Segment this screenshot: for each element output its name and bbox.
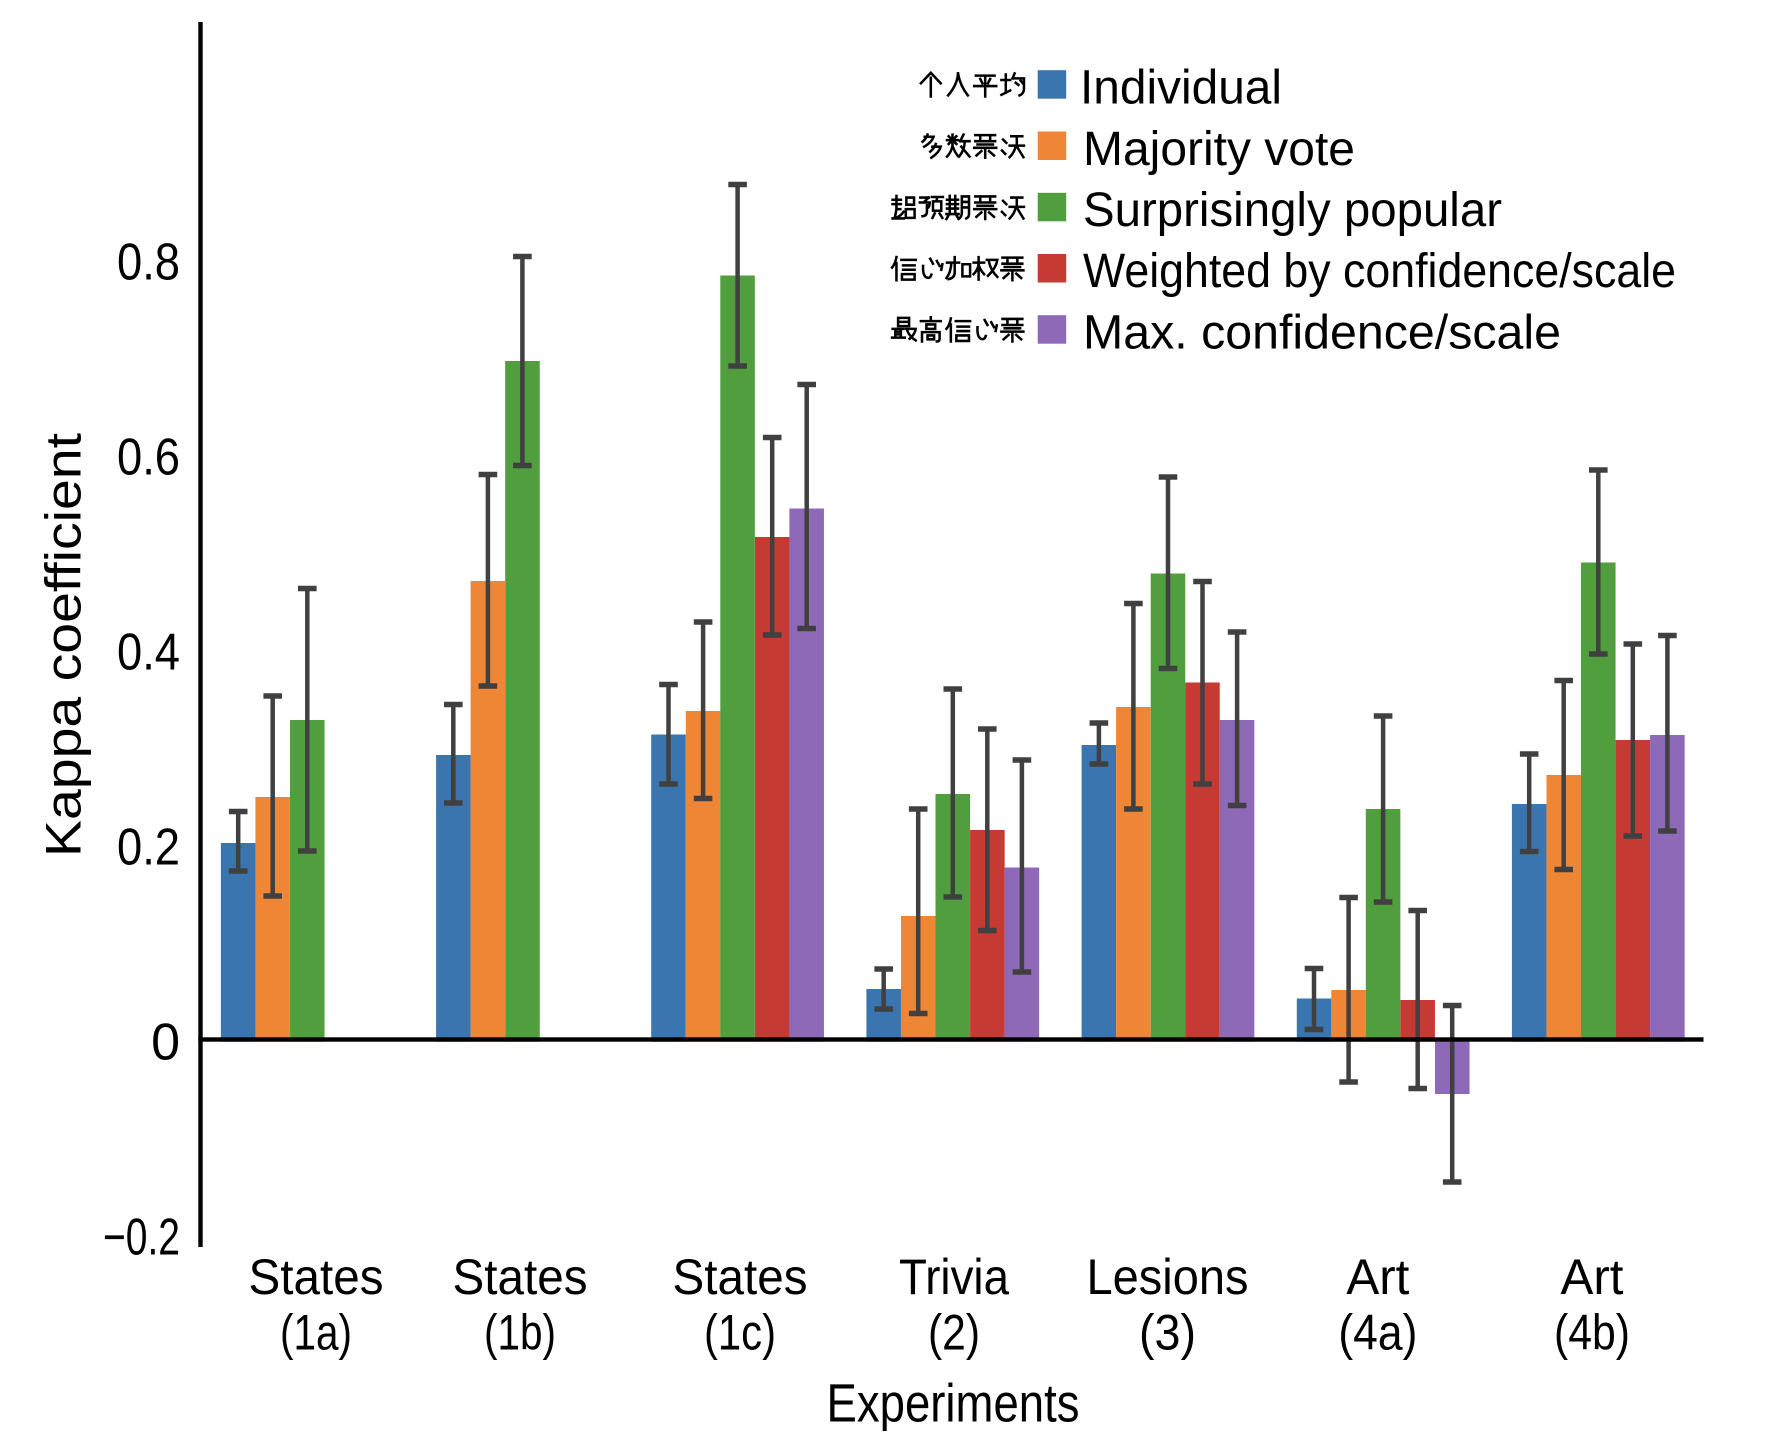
svg-text:−0.2: −0.2 <box>103 1209 180 1267</box>
svg-text:Experiments: Experiments <box>827 1373 1080 1431</box>
svg-text:(4b): (4b) <box>1554 1305 1630 1361</box>
svg-text:0.2: 0.2 <box>117 819 180 877</box>
svg-text:States: States <box>249 1249 384 1305</box>
svg-text:0: 0 <box>151 1014 180 1072</box>
svg-text:Individual: Individual <box>1080 62 1282 115</box>
svg-text:Art: Art <box>1346 1249 1409 1305</box>
svg-text:(3): (3) <box>1139 1305 1196 1361</box>
svg-text:(1b): (1b) <box>484 1305 556 1361</box>
svg-text:0.4: 0.4 <box>117 624 180 682</box>
svg-text:Trivia: Trivia <box>899 1249 1009 1305</box>
svg-text:Art: Art <box>1561 1249 1624 1305</box>
svg-text:(4a): (4a) <box>1338 1305 1417 1361</box>
svg-text:Weighted by confidence/scale: Weighted by confidence/scale <box>1083 245 1676 298</box>
svg-text:(1a): (1a) <box>280 1305 352 1361</box>
svg-text:Kappa coefficient: Kappa coefficient <box>36 433 92 857</box>
svg-text:States: States <box>673 1249 808 1305</box>
svg-text:0.6: 0.6 <box>117 429 180 487</box>
svg-text:0.8: 0.8 <box>117 234 180 292</box>
svg-text:Max. confidence/scale: Max. confidence/scale <box>1083 307 1561 360</box>
svg-text:Majority vote: Majority vote <box>1083 123 1355 176</box>
svg-text:Surprisingly popular: Surprisingly popular <box>1083 184 1502 237</box>
svg-text:States: States <box>453 1249 588 1305</box>
svg-text:(1c): (1c) <box>704 1305 776 1361</box>
svg-text:(2): (2) <box>928 1305 980 1361</box>
svg-text:Lesions: Lesions <box>1087 1249 1249 1305</box>
